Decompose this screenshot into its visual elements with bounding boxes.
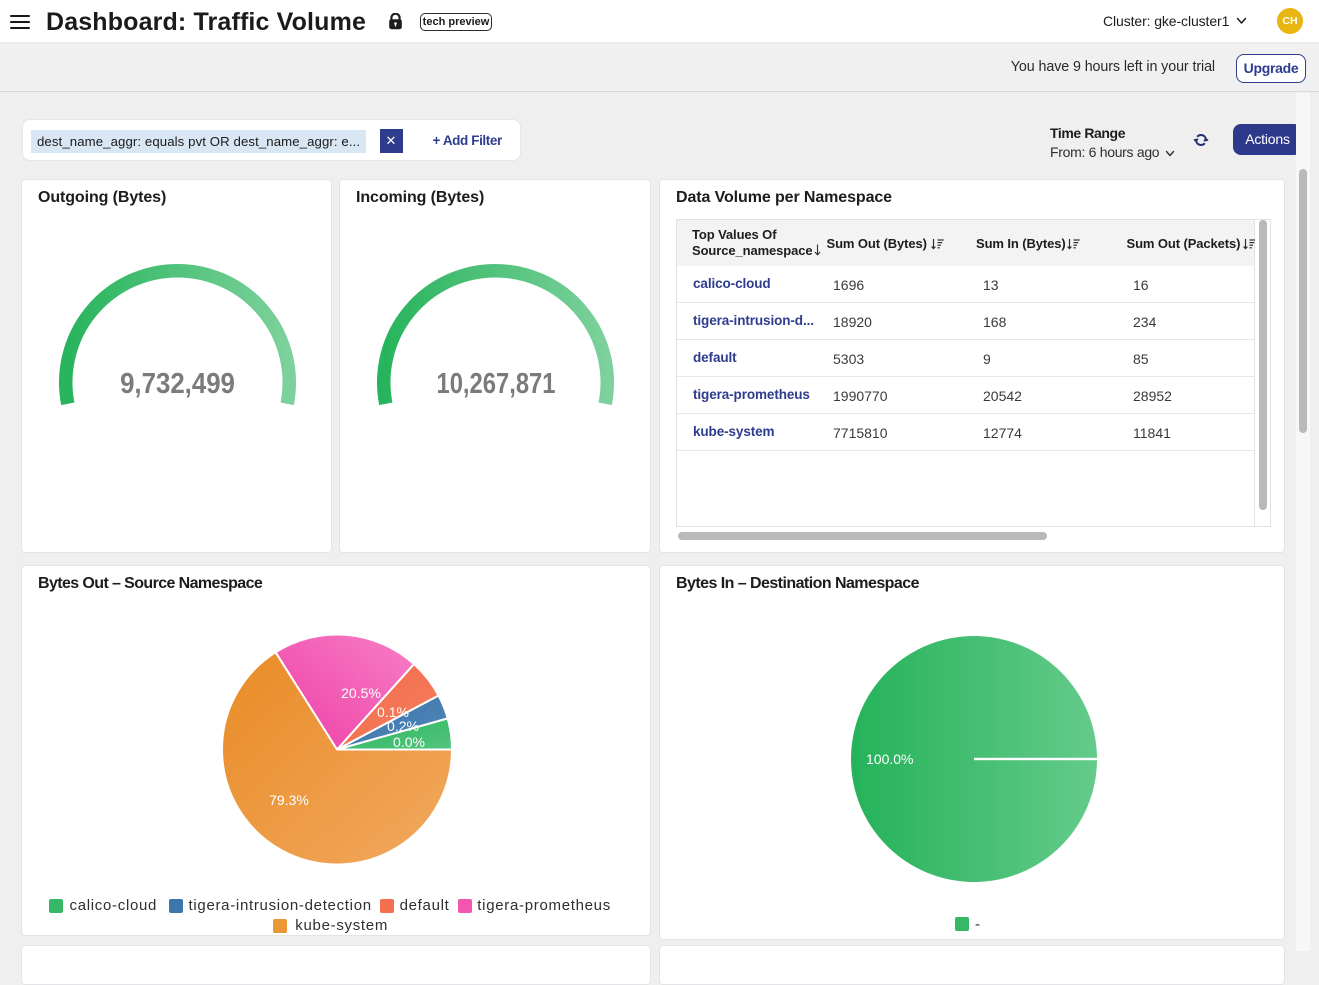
svg-text:79.3%: 79.3% — [269, 792, 309, 808]
svg-text:20.5%: 20.5% — [341, 685, 381, 701]
svg-text:0.2%: 0.2% — [387, 718, 419, 734]
svg-text:100.0%: 100.0% — [866, 751, 913, 767]
svg-text:0.1%: 0.1% — [377, 704, 409, 720]
svg-text:-: - — [975, 916, 980, 933]
svg-text:0.0%: 0.0% — [393, 734, 425, 750]
